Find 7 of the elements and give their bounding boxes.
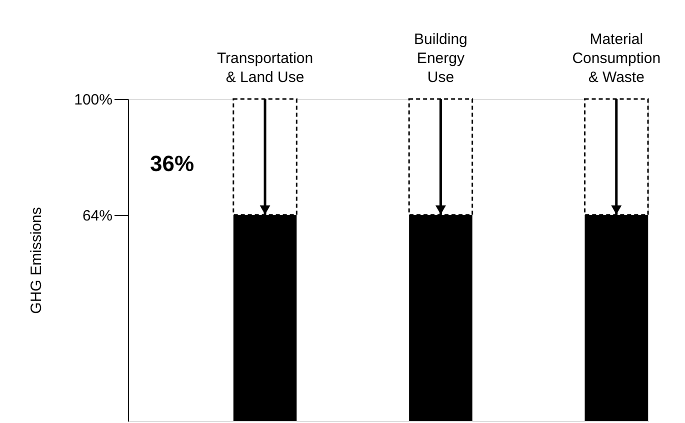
x-tick-label: Material Consumption & Waste xyxy=(572,31,661,86)
annotation: 36% xyxy=(150,151,194,176)
y-tick-label: 100% xyxy=(74,92,112,108)
y-tick-label: 64% xyxy=(82,207,112,224)
x-tick-label: Building Energy Use xyxy=(414,31,468,86)
y-axis-title: GHG Emissions xyxy=(28,207,46,314)
x-tick-label: Transportation & Land Use xyxy=(216,50,314,86)
